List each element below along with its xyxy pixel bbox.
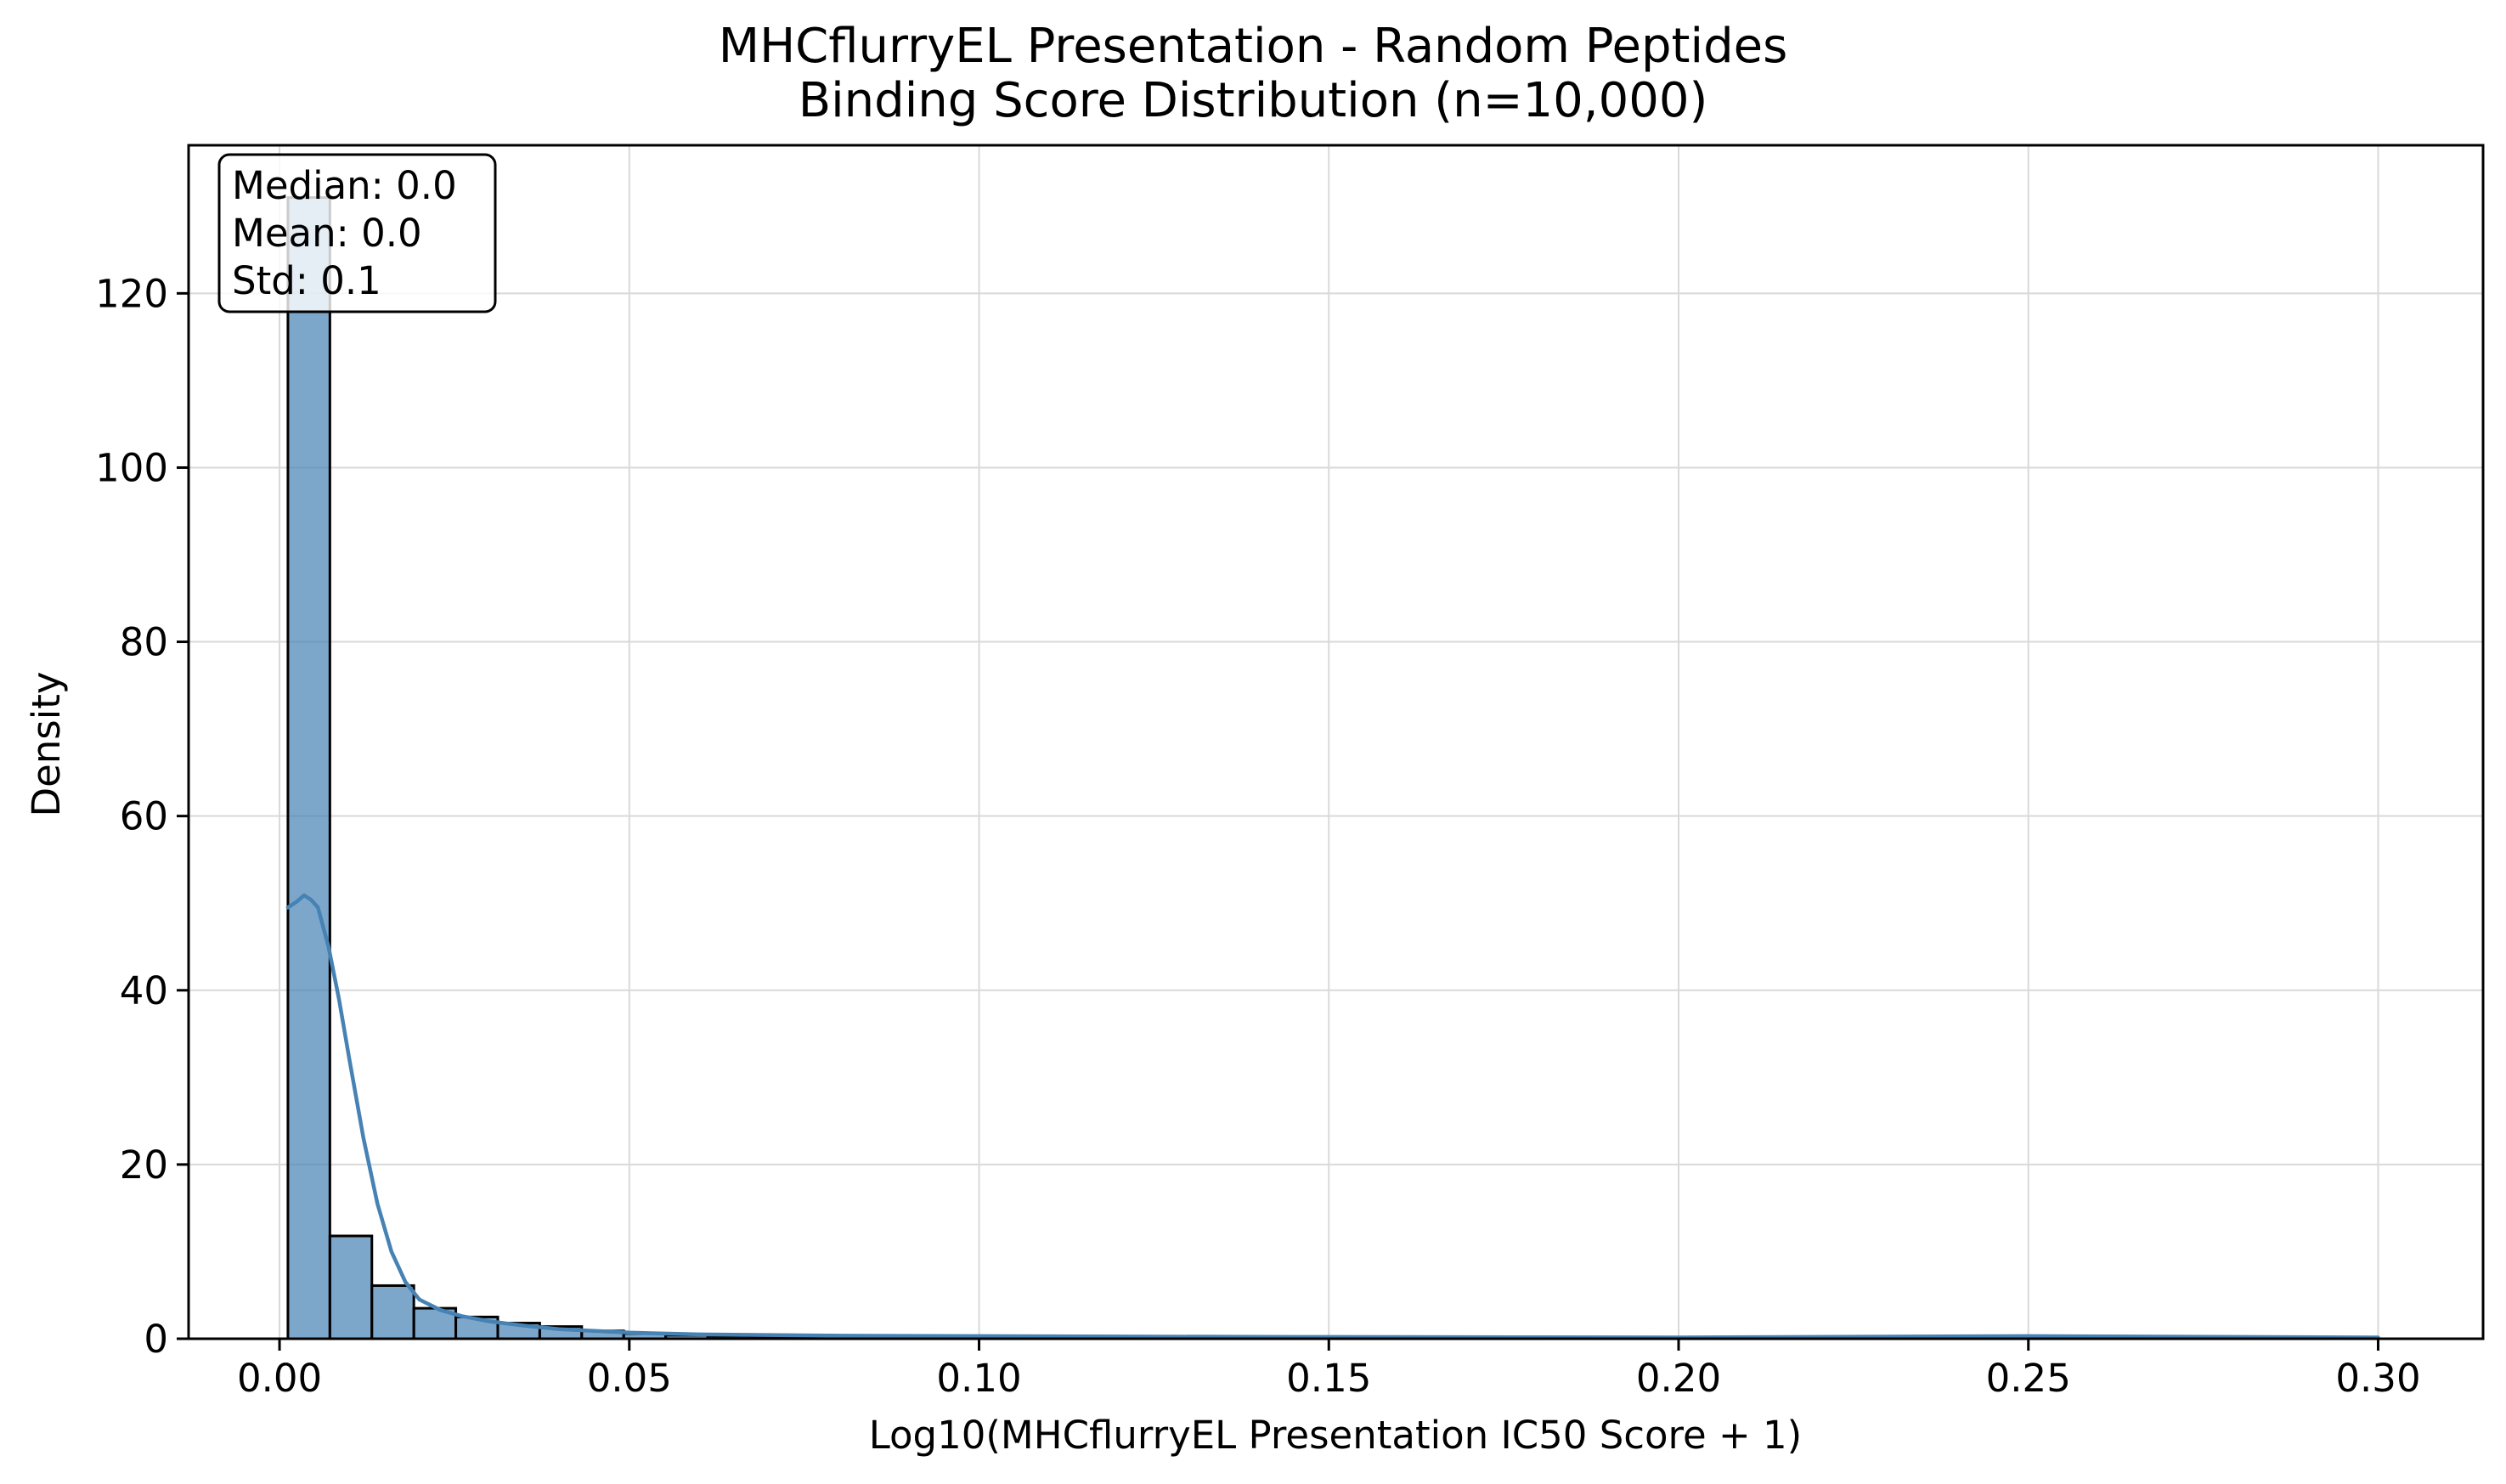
y-tick-label: 40	[120, 968, 168, 1013]
y-tick-label: 120	[95, 271, 168, 316]
histogram-bar	[328, 1234, 374, 1340]
y-tick-label: 20	[120, 1143, 168, 1188]
x-tick-label: 0.25	[1986, 1356, 2071, 1401]
stats-median: Median: 0.0	[232, 163, 457, 208]
x-axis-ticks: 0.00 0.05 0.10 0.15 0.20 0.25 0.30	[237, 1339, 2421, 1401]
stats-box-frame	[217, 153, 497, 313]
y-tick-label: 100	[95, 445, 168, 490]
x-tick-label: 0.30	[2335, 1356, 2420, 1401]
x-tick-label: 0.00	[237, 1356, 322, 1401]
x-tick-label: 0.05	[587, 1356, 672, 1401]
chart-title: MHCflurryEL Presentation - Random Peptid…	[719, 19, 1788, 74]
chart-subtitle: Binding Score Distribution (n=10,000)	[799, 73, 1708, 128]
stats-mean: Mean: 0.0	[232, 211, 422, 256]
histogram-bar	[370, 1284, 415, 1340]
stats-std: Std: 0.1	[232, 258, 381, 303]
kde-line	[285, 893, 2380, 1340]
y-axis-ticks: 0 20 40 60 80 100 120	[95, 271, 189, 1362]
x-axis-label: Log10(MHCflurryEL Presentation IC50 Scor…	[869, 1413, 1803, 1458]
x-tick-label: 0.15	[1286, 1356, 1371, 1401]
stats-box: Median: 0.0 Mean: 0.0 Std: 0.1	[217, 153, 497, 313]
y-tick-label: 0	[144, 1317, 168, 1362]
x-tick-label: 0.10	[936, 1356, 1021, 1401]
y-axis-label: Density	[24, 671, 69, 816]
histogram-bar	[286, 196, 331, 1340]
plot-frame	[187, 144, 2485, 1340]
x-tick-label: 0.20	[1636, 1356, 1721, 1401]
kde-curve-layer	[285, 893, 2380, 1340]
y-tick-label: 60	[120, 794, 168, 839]
y-tick-label: 80	[120, 620, 168, 665]
